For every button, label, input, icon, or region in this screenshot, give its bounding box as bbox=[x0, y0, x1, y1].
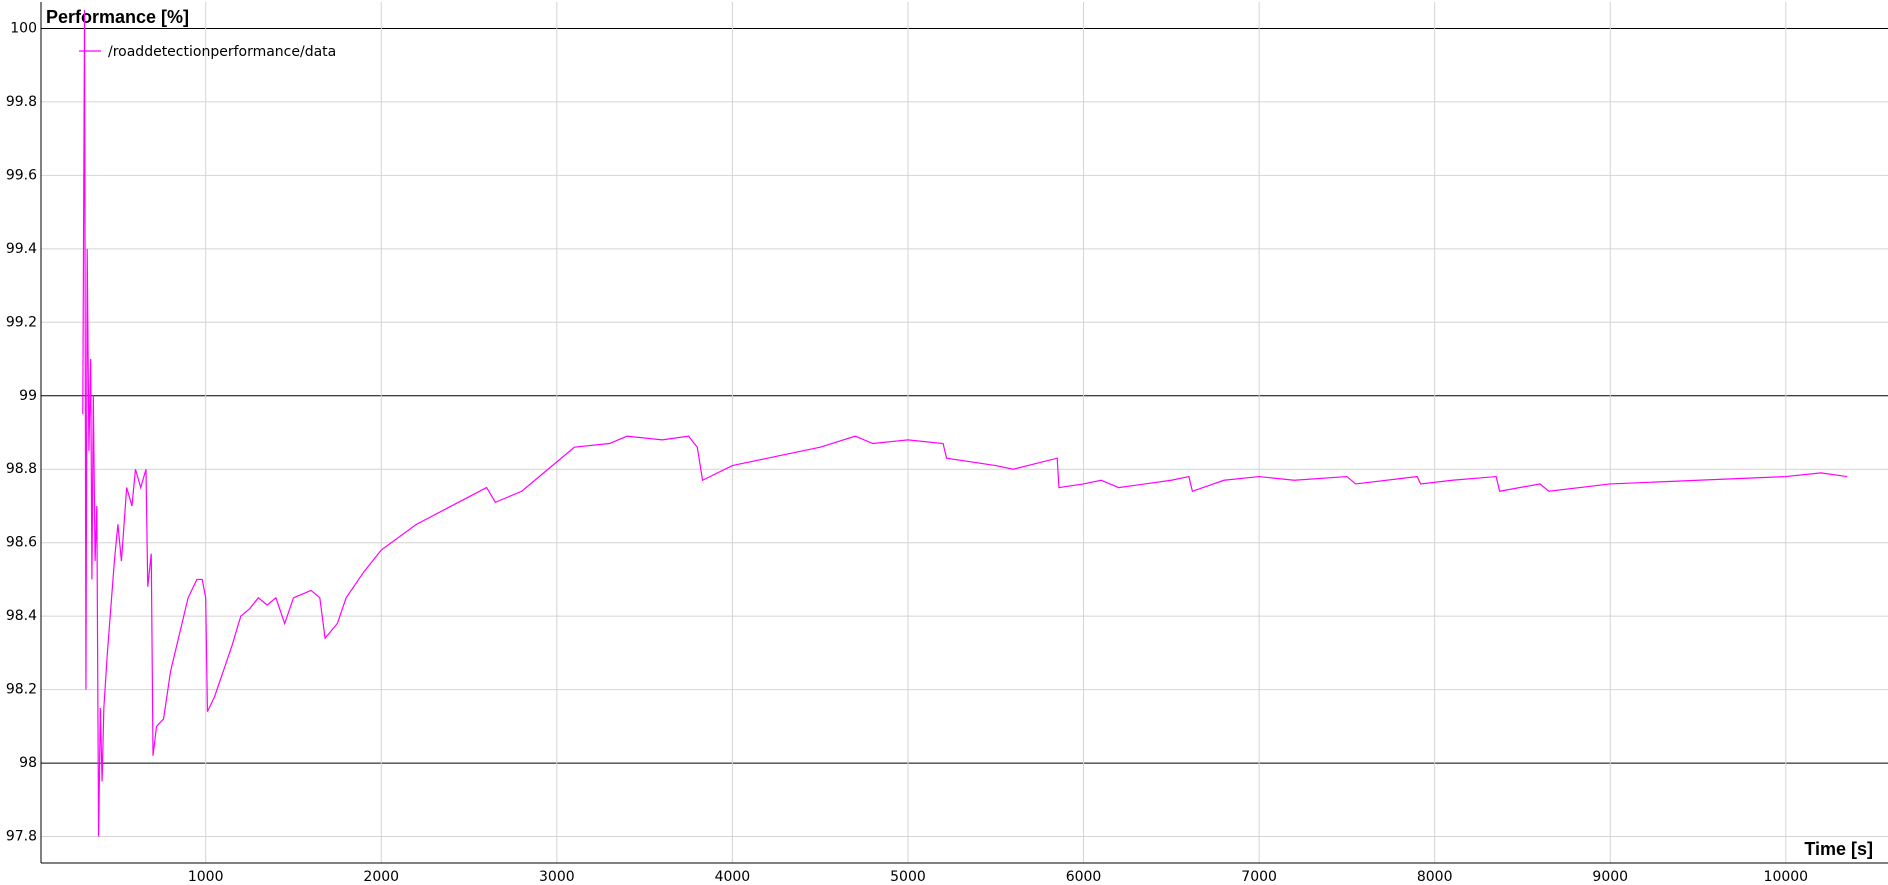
legend-label: /roaddetectionperformance/data bbox=[108, 44, 336, 60]
x-tick-label: 7000 bbox=[1241, 869, 1277, 885]
y-tick-label: 98 bbox=[19, 755, 37, 771]
y-axis-title: Performance [%] bbox=[46, 7, 189, 27]
x-tick-label: 5000 bbox=[890, 869, 926, 885]
x-tick-label: 3000 bbox=[539, 869, 575, 885]
y-tick-label: 99.2 bbox=[6, 314, 37, 330]
y-tick-label: 99.4 bbox=[6, 241, 37, 257]
x-tick-label: 8000 bbox=[1417, 869, 1453, 885]
x-tick-label: 2000 bbox=[363, 869, 399, 885]
y-tick-label: 99.8 bbox=[6, 94, 37, 110]
y-tick-label: 100 bbox=[10, 20, 37, 36]
x-tick-label: 6000 bbox=[1066, 869, 1102, 885]
y-tick-label: 99.6 bbox=[6, 167, 37, 183]
y-tick-label: 98.4 bbox=[6, 608, 37, 624]
y-tick-label: 99 bbox=[19, 388, 37, 404]
y-tick-label: 97.8 bbox=[6, 829, 37, 845]
x-axis-title: Time [s] bbox=[1804, 839, 1873, 859]
x-tick-label: 9000 bbox=[1592, 869, 1628, 885]
x-tick-label: 1000 bbox=[188, 869, 224, 885]
grid bbox=[41, 2, 1888, 863]
y-tick-label: 98.2 bbox=[6, 682, 37, 698]
y-tick-label: 98.8 bbox=[6, 461, 37, 477]
x-tick-label: 10000 bbox=[1764, 869, 1809, 885]
y-tick-label: 98.6 bbox=[6, 535, 37, 551]
data-line bbox=[82, 10, 1848, 837]
x-tick-label: 4000 bbox=[715, 869, 751, 885]
